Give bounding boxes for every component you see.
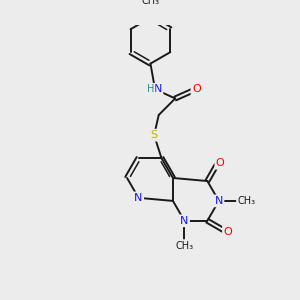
Text: N: N <box>214 196 223 206</box>
Text: N: N <box>134 193 143 203</box>
Text: O: O <box>224 227 232 237</box>
Text: O: O <box>216 158 225 168</box>
Text: S: S <box>151 130 158 140</box>
Text: N: N <box>180 216 189 226</box>
Text: O: O <box>192 84 201 94</box>
Text: CH₃: CH₃ <box>237 196 255 206</box>
Text: CH₃: CH₃ <box>175 241 194 250</box>
Text: H: H <box>147 84 154 94</box>
Text: N: N <box>154 84 162 94</box>
Text: CH₃: CH₃ <box>141 0 160 6</box>
